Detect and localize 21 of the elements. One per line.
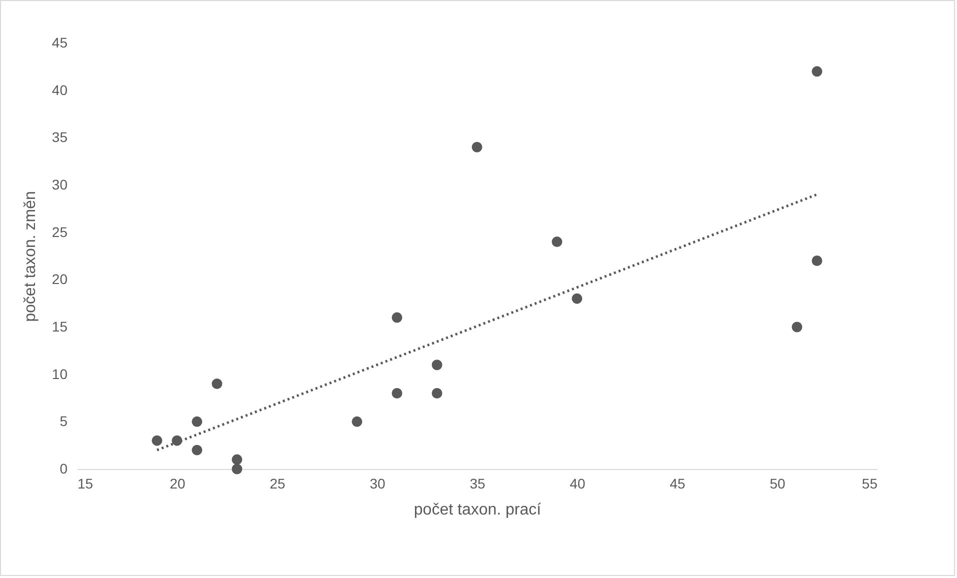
y-tick-label: 5	[60, 413, 68, 430]
x-tick-label: 55	[862, 476, 878, 492]
x-tick-label: 40	[570, 476, 586, 492]
x-tick-label: 25	[270, 476, 286, 492]
y-tick-label: 15	[52, 318, 68, 334]
y-tick-label: 30	[52, 176, 68, 192]
x-tick-label: 35	[470, 476, 486, 492]
x-tick-label: 15	[78, 476, 94, 492]
y-tick-label: 40	[52, 82, 68, 98]
y-tick-label: 45	[52, 34, 68, 50]
y-axis-title: počet taxon. změn	[22, 191, 39, 322]
y-tick-label: 25	[52, 224, 68, 240]
x-axis-title: počet taxon. prací	[414, 502, 542, 518]
y-tick-label: 35	[52, 129, 68, 146]
x-tick-label: 50	[770, 476, 786, 492]
x-tick-label: 20	[170, 476, 186, 492]
x-tick-label: 45	[670, 476, 686, 492]
y-tick-label: 20	[52, 271, 68, 288]
y-tick-label: 10	[52, 366, 68, 382]
x-tick-label: 30	[370, 476, 386, 492]
y-tick-label: 0	[60, 460, 68, 476]
